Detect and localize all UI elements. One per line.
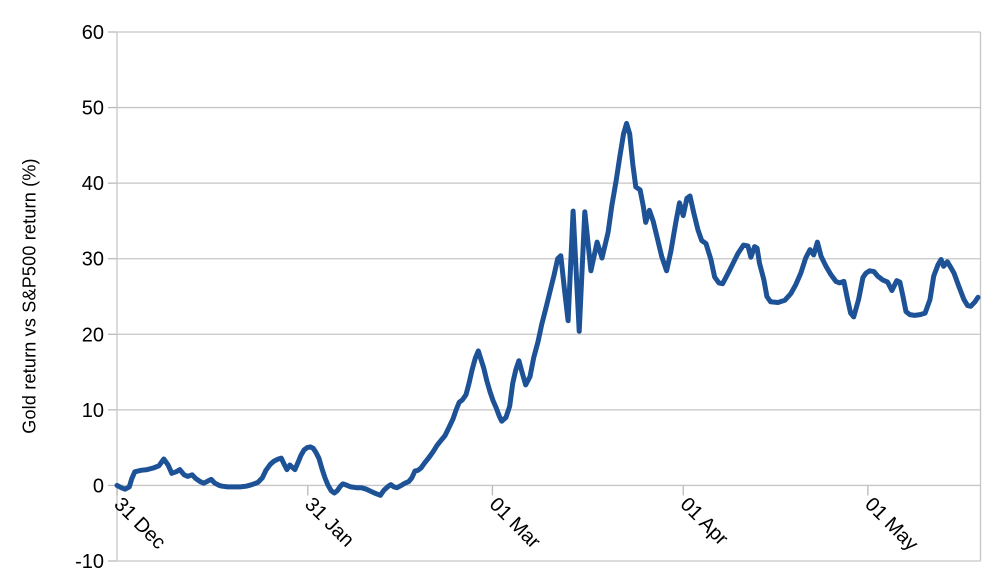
y-tick-label: 10 <box>82 400 104 422</box>
y-tick-label: 50 <box>82 98 104 120</box>
y-tick-label: 60 <box>82 22 104 44</box>
y-tick-label: 40 <box>82 173 104 195</box>
y-axis-title: Gold return vs S&P500 return (%) <box>19 158 40 434</box>
x-tick-label: 01 Apr <box>676 493 733 550</box>
y-tick-label: -10 <box>75 551 104 573</box>
x-tick-label: 31 Jan <box>300 493 358 551</box>
y-tick-label: 20 <box>82 324 104 346</box>
x-tick-label: 31 Dec <box>109 493 169 553</box>
y-tick-label: 30 <box>82 249 104 271</box>
x-tick-label: 01 Mar <box>485 493 545 553</box>
series-line <box>114 120 981 498</box>
x-tick-label: 01 May <box>860 493 922 555</box>
y-tick-label: 0 <box>93 475 104 497</box>
